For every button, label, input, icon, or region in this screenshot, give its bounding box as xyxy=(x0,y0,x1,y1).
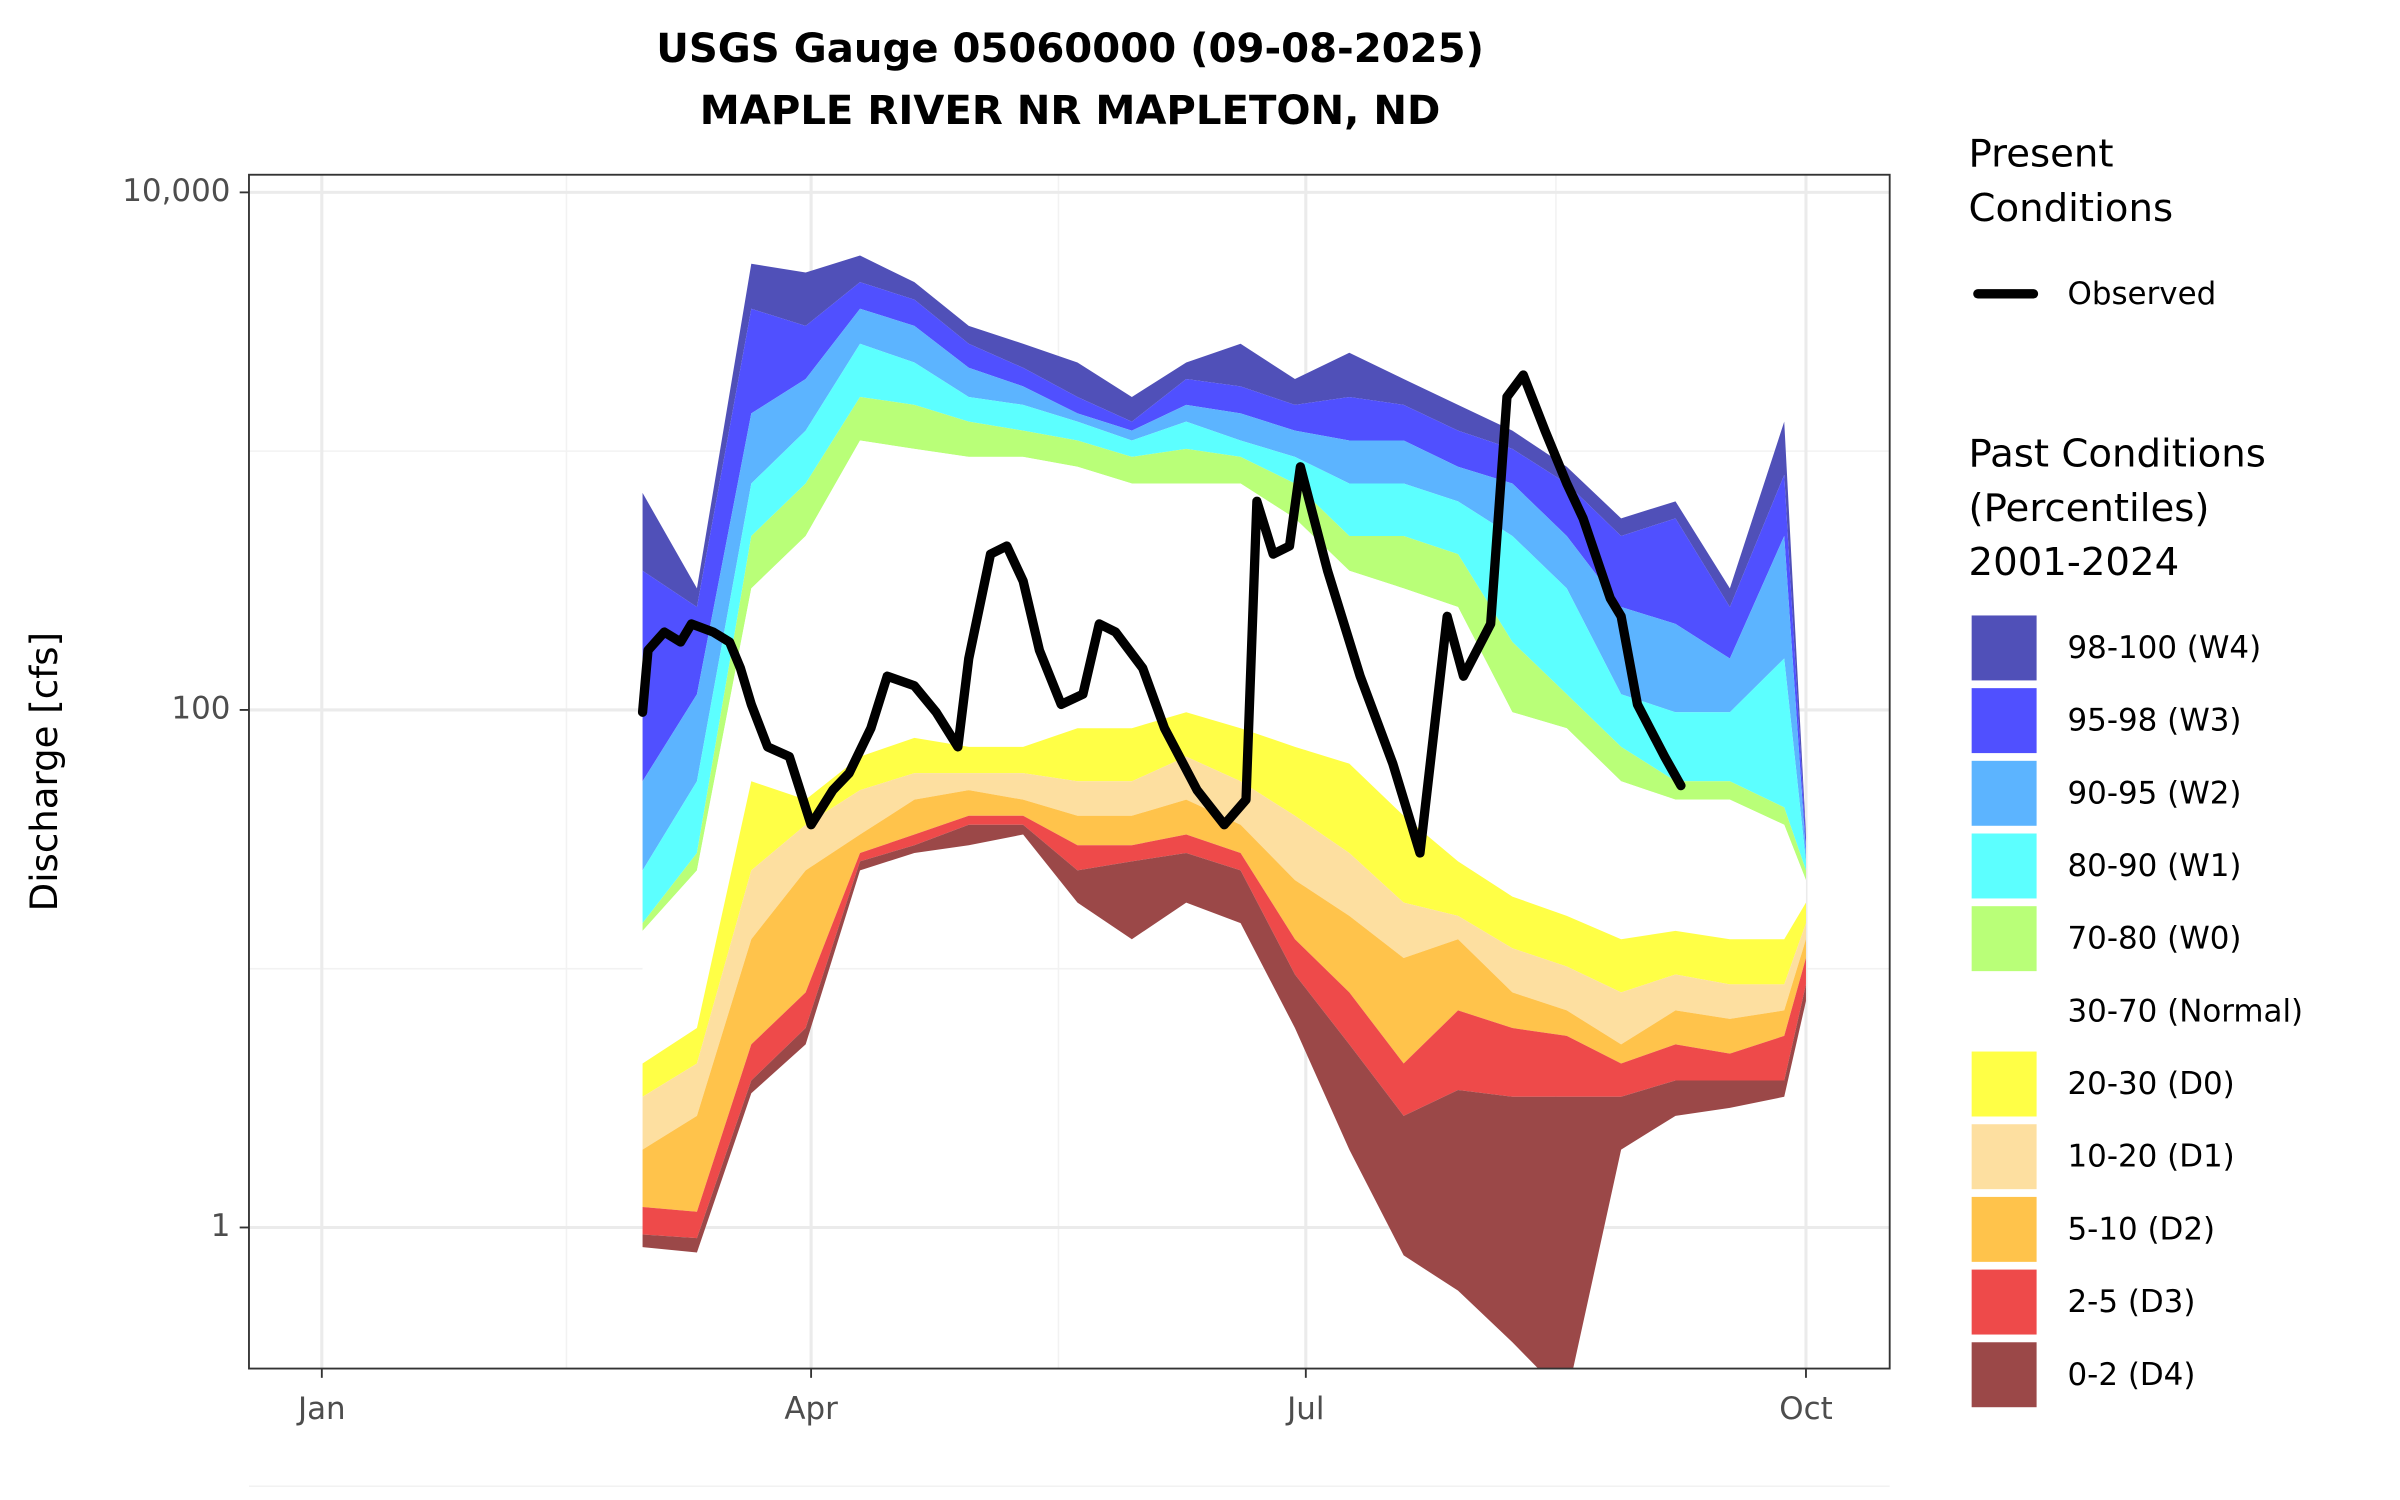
legend-label: 80-90 (W1) xyxy=(2068,848,2242,884)
percentile-band xyxy=(642,824,1806,1369)
percentile-band xyxy=(642,282,1806,853)
legend-key xyxy=(1971,978,2037,1044)
legend-title: Present xyxy=(1969,132,2114,177)
legend-label: 70-80 (W0) xyxy=(2068,921,2242,957)
legend-label: 90-95 (W2) xyxy=(2068,775,2242,811)
axes: 1 100 10,000 Jan Apr Jul Oct xyxy=(122,173,1832,1427)
x-tick-label: Jan xyxy=(296,1391,346,1427)
legend-key xyxy=(1971,906,2037,972)
legend-key xyxy=(1971,1051,2037,1117)
legend-title: Past Conditions xyxy=(1969,432,2266,477)
percentile-band xyxy=(642,343,1806,924)
chart-title: USGS Gauge 05060000 (09-08-2025) xyxy=(656,26,1484,72)
legend-label: 95-98 (W3) xyxy=(2068,703,2242,739)
legend-key xyxy=(1971,1124,2037,1190)
y-tick-label: 1 xyxy=(211,1208,231,1244)
legend-key xyxy=(1971,615,2037,681)
legend-label: 98-100 (W4) xyxy=(2068,630,2262,666)
legend-label: Observed xyxy=(2068,276,2217,312)
x-tick-label: Jul xyxy=(1285,1391,1324,1427)
chart-subtitle: MAPLE RIVER NR MAPLETON, ND xyxy=(700,88,1441,134)
bands xyxy=(642,255,1806,1369)
x-tick-label: Oct xyxy=(1779,1391,1832,1427)
percentile-band xyxy=(642,308,1806,871)
plot-border xyxy=(248,173,1891,1370)
legend-key xyxy=(1971,1342,2037,1408)
legend-label: 0-2 (D4) xyxy=(2068,1357,2196,1393)
observed-line xyxy=(637,370,1686,858)
lines xyxy=(637,370,1686,858)
y-tick-label: 100 xyxy=(171,690,230,726)
legend-key xyxy=(1971,688,2037,754)
legend-key xyxy=(1971,1269,2037,1335)
legend-label: 2-5 (D3) xyxy=(2068,1284,2196,1320)
legend: Present Conditions Observed Past Conditions… xyxy=(1969,132,2304,1408)
legend-key xyxy=(1971,760,2037,826)
legend-label: 30-70 (Normal) xyxy=(2068,993,2304,1029)
legend-label: 10-20 (D1) xyxy=(2068,1139,2235,1175)
x-tick-label: Apr xyxy=(784,1391,838,1427)
legend-title: 2001-2024 xyxy=(1969,540,2180,585)
legend-label: 20-30 (D0) xyxy=(2068,1066,2235,1102)
y-axis-label: Discharge [cfs] xyxy=(23,632,66,911)
legend-title: Conditions xyxy=(1969,186,2174,231)
legend-key xyxy=(1971,1196,2037,1262)
y-tick-label: 10,000 xyxy=(122,173,230,209)
percentile-band xyxy=(642,255,1806,846)
percentile-band xyxy=(642,440,1806,1064)
legend-title: (Percentiles) xyxy=(1969,486,2210,531)
legend-label: 5-10 (D2) xyxy=(2068,1211,2216,1247)
legend-key xyxy=(1971,833,2037,899)
